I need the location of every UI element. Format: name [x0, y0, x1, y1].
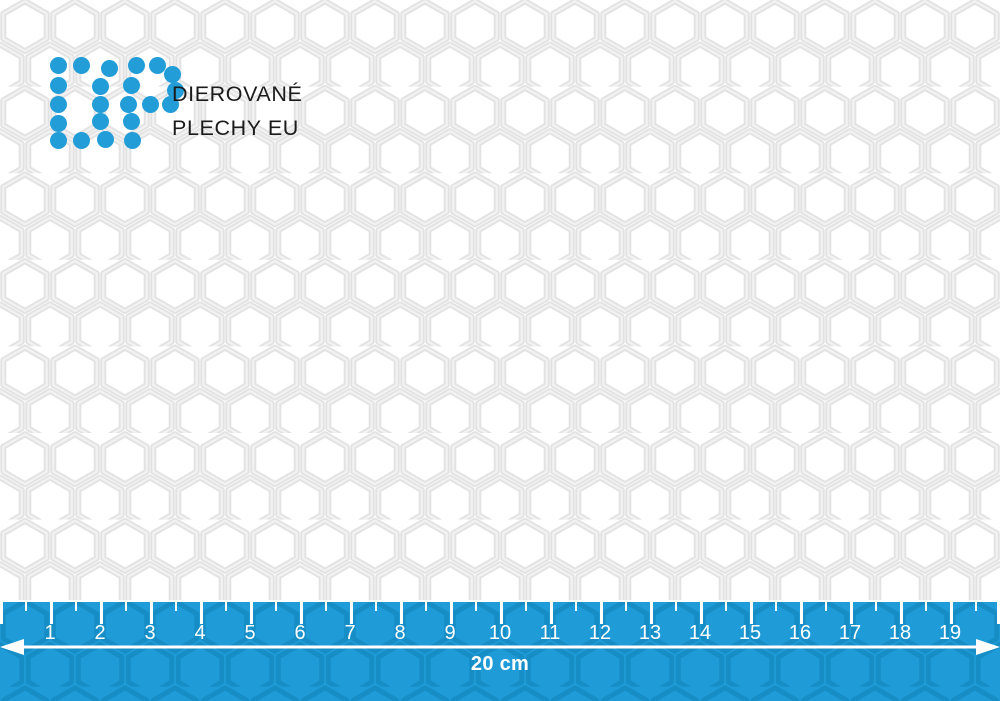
ruler-tick-label: 8: [394, 622, 406, 644]
ruler-tick-minor: [225, 602, 227, 611]
ruler-tick-minor: [375, 602, 377, 611]
ruler-tick-minor: [925, 602, 927, 611]
logo-dot: [50, 57, 67, 74]
logo-dot: [123, 77, 140, 94]
logo-dot: [164, 66, 181, 83]
ruler-tick-label: 1: [44, 622, 56, 644]
ruler-tick-major: [997, 602, 1000, 624]
logo-dot: [101, 60, 118, 77]
ruler-tick-minor: [125, 602, 127, 611]
ruler-tick-minor: [975, 602, 977, 611]
ruler-tick-major: [50, 602, 53, 624]
logo-dot: [167, 82, 184, 99]
logo-dot: [50, 132, 67, 149]
ruler-tick-minor: [425, 602, 427, 611]
logo-wordmark: DIEROVANÉ PLECHY EU: [172, 77, 302, 145]
arrow-left-icon: [0, 639, 24, 655]
logo-dot: [92, 78, 109, 95]
ruler-tick-minor: [875, 602, 877, 611]
ruler-tick-major: [650, 602, 653, 624]
ruler-tick-minor: [775, 602, 777, 611]
logo-dot: [50, 77, 67, 94]
ruler-tick-major: [600, 602, 603, 624]
ruler-tick-minor: [625, 602, 627, 611]
ruler-tick-minor: [75, 602, 77, 611]
ruler-tick-label: 9: [444, 622, 456, 644]
ruler-tick-major: [350, 602, 353, 624]
ruler-tick-label: 14: [688, 622, 712, 644]
ruler-tick-label: 5: [244, 622, 256, 644]
ruler-tick-label: 11: [539, 622, 561, 644]
ruler-tick-minor: [725, 602, 727, 611]
ruler-tick-label: 18: [888, 622, 912, 644]
ruler-tick-major: [450, 602, 453, 624]
ruler-tick-major: [400, 602, 403, 624]
ruler-tick-label: 13: [638, 622, 662, 644]
ruler-tick-major: [550, 602, 553, 624]
ruler-tick-label: 12: [588, 622, 612, 644]
ruler-tick-label: 16: [788, 622, 812, 644]
logo-dot: [73, 132, 90, 149]
total-length-label: 20 cm: [470, 653, 530, 675]
ruler-tick-label: 19: [938, 622, 962, 644]
arrow-right-icon: [976, 639, 1000, 655]
dimension-ruler: 1 2 3 4 5 6 7 8 9 10 11 12 13 14 15 16 17 18 19 20 cm: [0, 600, 1000, 701]
ruler-tick-major: [0, 602, 3, 624]
logo-line-2: PLECHY EU: [172, 116, 299, 140]
logo-dot: [92, 113, 109, 130]
logo-dot: [50, 115, 67, 132]
logo-dot: [162, 96, 179, 113]
brand-logo: DIEROVANÉ PLECHY EU: [46, 55, 336, 149]
logo-dot: [50, 96, 67, 113]
ruler-tick-major: [950, 602, 953, 624]
ruler-tick-label: 17: [838, 622, 862, 644]
logo-dot: [124, 132, 141, 149]
ruler-tick-major: [150, 602, 153, 624]
logo-line-1: DIEROVANÉ: [172, 82, 303, 106]
ruler-tick-label: 15: [738, 622, 762, 644]
ruler-tick-major: [500, 602, 503, 624]
dimension-arrow: [0, 600, 1000, 701]
ruler-tick-label: 10: [488, 622, 512, 644]
ruler-tick-minor: [575, 602, 577, 611]
ruler-tick-minor: [325, 602, 327, 611]
logo-dot: [149, 57, 166, 74]
ruler-tick-major: [100, 602, 103, 624]
ruler-tick-label: 3: [144, 622, 156, 644]
ruler-top-edge: [0, 600, 1000, 602]
ruler-tick-major: [300, 602, 303, 624]
logo-dot: [142, 96, 159, 113]
ruler-tick-minor: [175, 602, 177, 611]
logo-dot: [128, 57, 145, 74]
ruler-tick-label: 4: [194, 622, 206, 644]
ruler-tick-minor: [25, 602, 27, 611]
ruler-tick-major: [750, 602, 753, 624]
ruler-tick-label: 6: [294, 622, 306, 644]
logo-dot: [123, 113, 140, 130]
ruler-tick-minor: [275, 602, 277, 611]
ruler-tick-major: [700, 602, 703, 624]
ruler-tick-major: [800, 602, 803, 624]
ruler-tick-major: [200, 602, 203, 624]
logo-dot: [97, 131, 114, 148]
ruler-tick-label: 2: [94, 622, 106, 644]
logo-dot: [92, 96, 109, 113]
ruler-tick-minor: [825, 602, 827, 611]
ruler-tick-major: [900, 602, 903, 624]
ruler-tick-minor: [475, 602, 477, 611]
ruler-tick-marks: 1 2 3 4 5 6 7 8 9 10 11 12 13 14 15 16 17 18 19: [0, 600, 1000, 644]
perforated-sheet-background: [0, 0, 1000, 601]
ruler-tick-minor: [525, 602, 527, 611]
ruler-tick-minor: [675, 602, 677, 611]
logo-dot: [120, 96, 137, 113]
ruler-tick-major: [250, 602, 253, 624]
ruler-tick-label: 7: [344, 622, 356, 644]
logo-dot-mark: [46, 55, 184, 149]
logo-dot: [73, 57, 90, 74]
ruler-tick-major: [850, 602, 853, 624]
